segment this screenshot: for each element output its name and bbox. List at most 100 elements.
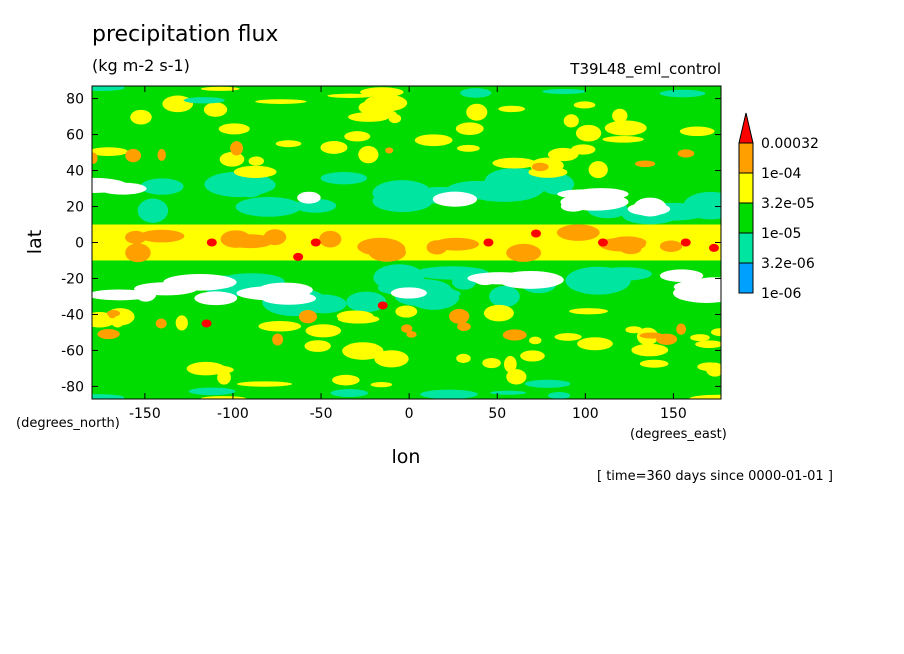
itcz-heavy-patch — [556, 224, 600, 241]
field-polar-patch — [659, 89, 706, 98]
field-storm-patch — [575, 124, 602, 142]
x-axis: -150 -100 -50 0 50 100 150 — [129, 86, 687, 422]
field-light-patch — [372, 190, 433, 213]
field-heavy-patch — [401, 324, 413, 333]
field-storm-patch — [569, 308, 608, 315]
field-dry-patch — [92, 177, 128, 193]
field-dry-patch — [560, 200, 586, 212]
colorbar-segment — [738, 202, 754, 234]
field-dry-patch — [390, 287, 427, 299]
field-max-patch — [377, 301, 388, 310]
colorbar-level-label: 1e-05 — [761, 226, 801, 242]
field-max-patch — [293, 252, 304, 261]
field-heavy-patch — [457, 322, 471, 331]
y-tick-label: 60 — [66, 128, 84, 144]
itcz-heavy-patch — [263, 229, 287, 246]
field-storm-patch — [455, 122, 484, 136]
field-storm-patch — [218, 123, 250, 135]
colorbar-segment — [738, 232, 754, 264]
field-heavy-patch — [677, 149, 695, 158]
field-dry-patch — [673, 283, 721, 303]
colorbar-segment — [738, 172, 754, 204]
field-storm-patch — [130, 109, 152, 125]
field-dry-patch — [633, 197, 667, 217]
field-storm-patch — [706, 362, 721, 377]
field-heavy-patch — [406, 331, 417, 338]
field-storm-patch — [217, 370, 231, 385]
x-axis-label: lon — [392, 446, 421, 468]
field-heavy-patch — [97, 329, 120, 340]
precipitation-field — [92, 86, 721, 399]
field-storm-patch — [219, 152, 245, 167]
field-storm-patch — [602, 135, 644, 143]
field-storm-patch — [414, 134, 453, 147]
field-storm-patch — [395, 305, 418, 318]
field-heavy-patch — [108, 311, 117, 319]
colorbar-level-label: 1e-06 — [761, 286, 801, 302]
field-storm-patch — [588, 161, 608, 179]
field-storm-patch — [492, 157, 537, 169]
field-dry-patch — [194, 291, 238, 306]
colorbar-level-label: 3.2e-06 — [761, 256, 815, 272]
field-heavy-patch — [448, 308, 470, 324]
field-storm-patch — [320, 141, 348, 154]
field-storm-patch — [203, 102, 228, 117]
field-storm-patch — [571, 144, 596, 155]
field-max-patch — [206, 238, 217, 247]
field-storm-patch — [358, 145, 379, 164]
field-heavy-patch — [155, 318, 167, 329]
field-storm-patch — [695, 340, 721, 348]
y-tick-label: 0 — [75, 236, 84, 252]
field-light-patch — [683, 191, 721, 220]
x-tick-label: 0 — [405, 406, 414, 422]
field-storm-patch — [573, 101, 596, 109]
field-heavy-patch — [634, 160, 656, 168]
itcz-heavy-patch — [125, 243, 151, 263]
y-tick-label: 80 — [66, 92, 84, 108]
field-light-patch — [320, 171, 368, 185]
field-polar-patch — [360, 87, 404, 98]
field-dry-patch — [573, 188, 629, 200]
field-max-patch — [483, 238, 494, 247]
field-storm-patch — [348, 112, 390, 122]
field-storm-patch — [529, 336, 542, 345]
field-light-patch — [137, 198, 169, 223]
field-polar-patch — [689, 394, 721, 399]
field-polar-patch — [200, 86, 240, 91]
x-units-label: (degrees_east) — [630, 427, 727, 442]
field-storm-patch — [233, 165, 277, 178]
colorbar-level-label: 1e-04 — [761, 166, 801, 182]
x-tick-label: 100 — [572, 406, 599, 422]
field-storm-patch — [577, 337, 613, 351]
field-storm-patch — [258, 321, 302, 332]
field-storm-patch — [547, 147, 579, 162]
field-heavy-patch — [531, 162, 549, 172]
field-storm-patch — [498, 105, 526, 113]
colorbar: 0.00032 1e-04 3.2e-05 1e-05 3.2e-06 1e-06 — [738, 112, 819, 302]
itcz-heavy-patch — [659, 240, 683, 252]
itcz-heavy-patch — [433, 237, 480, 251]
field-max-patch — [597, 238, 608, 247]
itcz-heavy-patch — [619, 243, 642, 255]
field-storm-patch — [456, 353, 471, 364]
field-storm-patch — [506, 369, 527, 385]
field-storm-patch — [482, 357, 501, 369]
chart-units: (kg m-2 s-1) — [92, 56, 190, 75]
field-storm-patch — [248, 156, 264, 166]
field-dry-patch — [236, 286, 310, 301]
field-dry-patch — [92, 289, 152, 301]
colorbar-level-label: 3.2e-05 — [761, 196, 815, 212]
field-polar-patch — [236, 381, 293, 387]
field-storm-patch — [520, 350, 545, 362]
colorbar-segment — [738, 142, 754, 174]
field-light-patch — [250, 178, 276, 193]
field-storm-patch — [344, 131, 371, 142]
y-axis-label: lat — [24, 230, 46, 254]
field-heavy-patch — [298, 310, 317, 324]
field-storm-patch — [305, 324, 342, 338]
field-polar-patch — [330, 389, 369, 398]
x-tick-label: 150 — [660, 406, 687, 422]
field-polar-patch — [255, 99, 307, 104]
y-tick-label: 40 — [66, 164, 84, 180]
